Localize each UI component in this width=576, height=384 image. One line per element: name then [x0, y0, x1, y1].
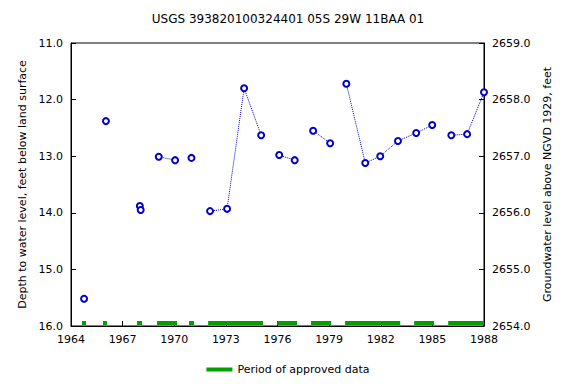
- svg-text:Groundwater level above NGVD 1: Groundwater level above NGVD 1929, feet: [541, 66, 554, 302]
- svg-text:2657.0: 2657.0: [492, 150, 531, 163]
- svg-text:14.0: 14.0: [39, 206, 64, 219]
- svg-text:Period of approved data: Period of approved data: [237, 363, 369, 376]
- svg-text:11.0: 11.0: [39, 37, 64, 50]
- svg-text:USGS 393820100324401 05S 29W 1: USGS 393820100324401 05S 29W 11BAA 01: [152, 12, 424, 26]
- svg-text:1985: 1985: [418, 333, 446, 346]
- svg-text:1970: 1970: [160, 333, 188, 346]
- svg-text:1967: 1967: [109, 333, 137, 346]
- svg-text:1982: 1982: [367, 333, 395, 346]
- svg-text:1973: 1973: [212, 333, 240, 346]
- svg-text:13.0: 13.0: [39, 150, 64, 163]
- svg-text:Depth to water level, feet bel: Depth to water level, feet below land su…: [16, 60, 29, 309]
- svg-text:2658.0: 2658.0: [492, 93, 531, 106]
- svg-text:1976: 1976: [264, 333, 292, 346]
- svg-text:12.0: 12.0: [39, 93, 64, 106]
- svg-text:2654.0: 2654.0: [492, 320, 531, 333]
- svg-text:2656.0: 2656.0: [492, 206, 531, 219]
- svg-text:2659.0: 2659.0: [492, 37, 531, 50]
- svg-text:15.0: 15.0: [39, 263, 64, 276]
- svg-text:1979: 1979: [315, 333, 343, 346]
- svg-text:16.0: 16.0: [39, 320, 64, 333]
- svg-text:2655.0: 2655.0: [492, 263, 531, 276]
- svg-text:1964: 1964: [57, 333, 85, 346]
- svg-text:1988: 1988: [470, 333, 498, 346]
